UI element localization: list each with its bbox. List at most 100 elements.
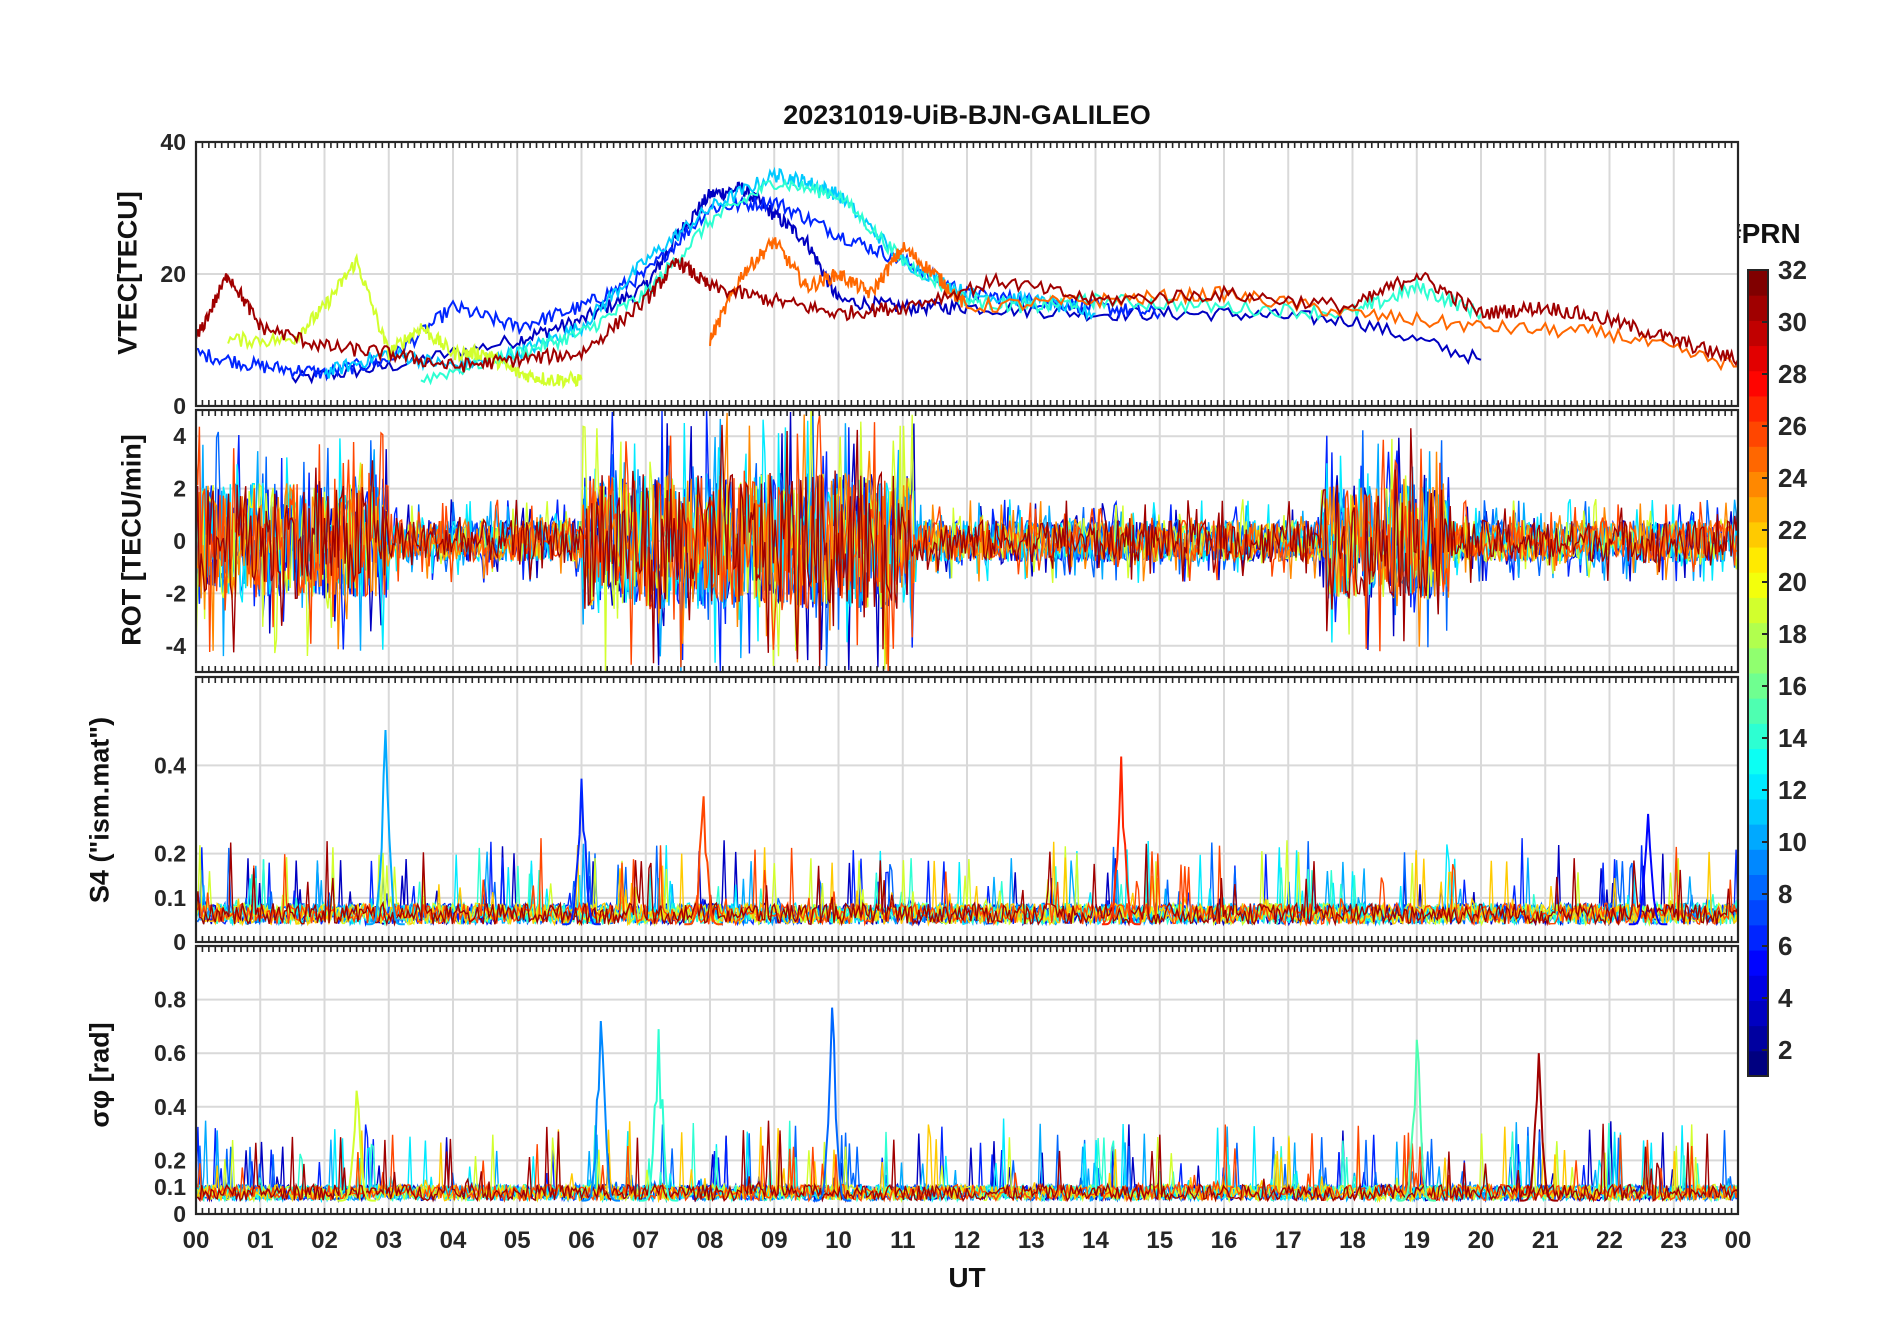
x-tick-label: 22 [1596, 1227, 1623, 1254]
y-tick-label: 0 [173, 1201, 186, 1227]
colorbar-tick-label: 16 [1778, 671, 1807, 701]
peak-prn-27 [1101, 756, 1141, 926]
colorbar-segment [1748, 320, 1768, 347]
peak-prn-14 [639, 1029, 678, 1202]
colorbar-segment [1748, 950, 1768, 976]
series-line-prn-31 [196, 841, 1738, 927]
colorbar-segment [1748, 597, 1768, 624]
y-tick-label: 4 [173, 423, 186, 449]
panel-s4: 0 0.1 0.2 0.4 [154, 675, 1740, 955]
colorbar-segment [1748, 521, 1768, 548]
y-tick-label: 2 [173, 476, 186, 502]
y-tick-label: -2 [166, 580, 186, 606]
series-group [196, 1007, 1738, 1204]
y-tick-label: 20 [160, 261, 186, 287]
colorbar-segment [1748, 421, 1768, 447]
series-group [196, 166, 1738, 390]
x-axis-ticks: 00 01 02 03 04 05 06 07 08 09 10 11 12 13 14 15 16 17 18 19… [183, 1227, 1752, 1254]
series-group [196, 410, 1738, 672]
series-line-prn-14 [420, 178, 1482, 386]
colorbar-tick-label: 2 [1778, 1035, 1792, 1065]
x-tick-label: 04 [440, 1227, 467, 1254]
series-line-prn-25 [709, 236, 1738, 372]
series-line-prn-31 [196, 1120, 1738, 1203]
y-tick-label: 0 [173, 528, 186, 554]
peak-prn-31 [1519, 1053, 1559, 1202]
colorbar-segment [1748, 773, 1768, 800]
colorbar-segment [1748, 622, 1768, 649]
colorbar-tick-label: 6 [1778, 931, 1792, 961]
colorbar-segment [1748, 345, 1768, 372]
panel-vtec: 0 20 40 [160, 129, 1740, 419]
x-tick-label: 05 [504, 1227, 531, 1254]
colorbar-segment [1748, 673, 1768, 699]
colorbar-segment [1748, 975, 1768, 1001]
y-tick-label: 0.8 [154, 987, 186, 1013]
y-tick-label: 0.1 [154, 885, 186, 911]
x-tick-label: 00 [183, 1227, 210, 1254]
colorbar-tick-label: 14 [1778, 723, 1807, 753]
series-line-prn-19 [227, 252, 583, 390]
colorbar-tick-label: 32 [1778, 255, 1807, 285]
x-tick-label: 19 [1403, 1227, 1430, 1254]
x-tick-label: 20 [1468, 1227, 1495, 1254]
x-tick-label: 00 [1725, 1227, 1752, 1254]
panel-sigma_phi: 00.10.2 0.4 0.6 0.8 [154, 944, 1740, 1227]
series-line-prn-31 [196, 257, 1738, 373]
peak-prn-6 [562, 778, 601, 926]
colorbar-tick-label: 22 [1778, 515, 1807, 545]
colorbar-tick-label: 20 [1778, 567, 1807, 597]
colorbar-tick-label: 30 [1778, 307, 1807, 337]
y-tick-label: 0 [173, 929, 186, 955]
colorbar-tick-label: 26 [1778, 411, 1807, 441]
peak-prn-5 [1628, 813, 1668, 926]
colorbar-tick-label: 4 [1778, 983, 1793, 1013]
colorbar-segment [1748, 270, 1768, 296]
colorbar-segment [1748, 698, 1768, 724]
colorbar-segment [1748, 1050, 1768, 1077]
colorbar-segment [1748, 370, 1768, 397]
series-line-prn-14 [196, 847, 1738, 927]
colorbar-segment [1748, 874, 1768, 901]
panel-rot: -4 -2 0 2 4 [166, 408, 1740, 674]
x-tick-label: 01 [247, 1227, 274, 1254]
y-tick-label: -4 [166, 633, 187, 659]
colorbar-segment [1748, 924, 1768, 951]
x-tick-label: 12 [954, 1227, 981, 1254]
x-tick-label: 07 [632, 1227, 659, 1254]
series-group [196, 729, 1738, 927]
colorbar-tick-label: 8 [1778, 879, 1792, 909]
colorbar-segment [1748, 572, 1768, 598]
x-tick-label: 10 [825, 1227, 852, 1254]
x-tick-label: 18 [1339, 1227, 1366, 1254]
x-tick-label: 23 [1660, 1227, 1687, 1254]
colorbar-segment [1748, 547, 1768, 573]
colorbar-segment [1748, 446, 1768, 472]
colorbar-frame [1747, 269, 1769, 1077]
y-tick-label: 0.4 [154, 1094, 186, 1120]
x-tick-label: 08 [697, 1227, 724, 1254]
y-tick-label: 0.1 [154, 1174, 186, 1200]
series-line-prn-31 [196, 424, 1738, 669]
colorbar-tick-label: 18 [1778, 619, 1807, 649]
colorbar-segment [1748, 395, 1768, 422]
peak-prn-10 [366, 729, 405, 926]
colorbar-segment [1748, 496, 1768, 523]
peak-prn-8 [812, 1007, 852, 1202]
x-tick-label: 16 [1211, 1227, 1238, 1254]
y-tick-label: 0.2 [154, 841, 186, 867]
y-tick-label: 0.4 [154, 752, 186, 778]
colorbar-segment [1748, 1000, 1768, 1027]
chart-title: 20231019-UiB-BJN-GALILEO [783, 100, 1151, 130]
colorbar-segment [1748, 1025, 1768, 1052]
y-tick-label: 0.6 [154, 1040, 186, 1066]
x-tick-label: 09 [761, 1227, 788, 1254]
x-tick-label: 17 [1275, 1227, 1302, 1254]
y-tick-label: 0 [173, 393, 186, 419]
colorbar-segment [1748, 647, 1768, 674]
colorbar-tick-label: 24 [1778, 463, 1807, 493]
x-tick-label: 14 [1082, 1227, 1109, 1254]
colorbar-segment [1748, 748, 1768, 775]
